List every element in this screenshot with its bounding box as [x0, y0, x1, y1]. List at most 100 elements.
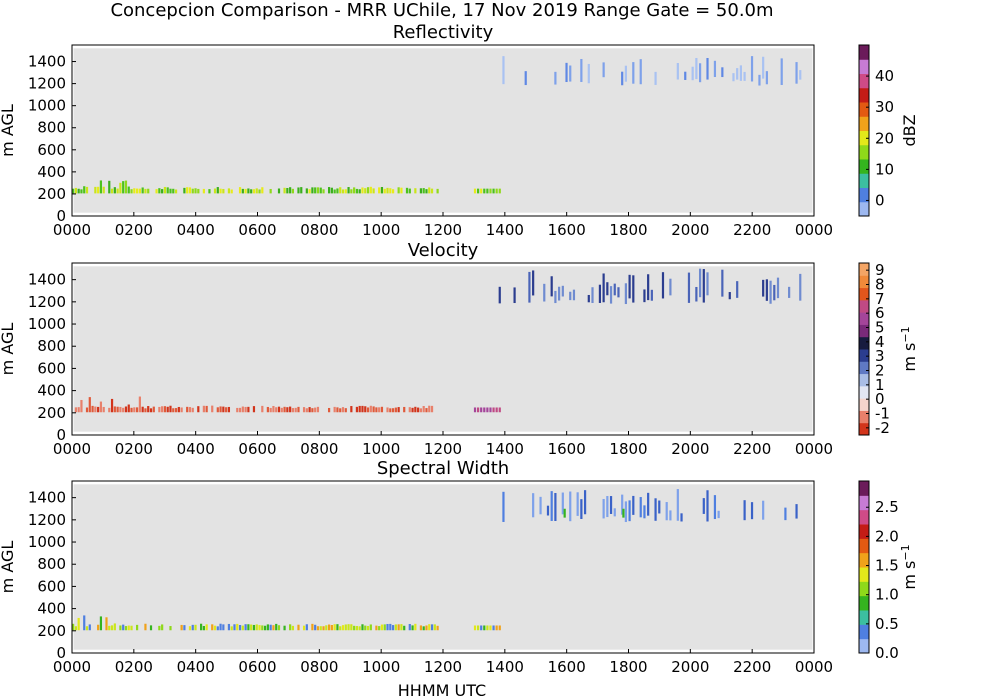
echo-low	[350, 624, 353, 631]
echo-upper	[698, 63, 702, 83]
echo-low	[419, 625, 423, 631]
echo-upper	[669, 278, 672, 296]
echo-upper	[691, 66, 694, 81]
x-tick-label: 1600	[548, 221, 586, 239]
colorbar-segment	[859, 201, 869, 217]
echo-upper	[569, 291, 572, 301]
echo-low	[144, 623, 147, 631]
echo-low	[266, 406, 269, 413]
echo-low	[211, 405, 214, 413]
echo-low	[397, 624, 400, 631]
echo-low	[244, 624, 247, 631]
echo-low	[389, 408, 392, 413]
colorbar-label-superscript: −1	[899, 544, 912, 560]
colorbar-segment	[859, 144, 869, 160]
echo-low	[202, 625, 205, 631]
echo-low	[144, 408, 147, 413]
echo-upper	[628, 500, 631, 522]
echo-upper	[502, 56, 505, 85]
echo-low	[225, 407, 228, 413]
echo-low	[436, 188, 439, 194]
echo-low	[102, 406, 105, 413]
echo-upper	[613, 508, 616, 517]
echo-low	[422, 626, 425, 631]
echo-low	[113, 623, 116, 631]
echo-low	[133, 188, 136, 194]
echo-upper	[513, 287, 516, 304]
x-tick-label: 1000	[362, 221, 400, 239]
echo-low	[425, 408, 428, 413]
colorbar-segment	[859, 116, 869, 131]
colorbar-tick-label: -2	[875, 419, 890, 437]
echo-low	[330, 625, 333, 631]
echo-low-late	[492, 625, 495, 631]
echo-low	[236, 407, 239, 413]
echo-upper	[561, 285, 564, 297]
echo-upper	[773, 284, 776, 301]
echo-low	[383, 188, 386, 194]
echo-low	[422, 405, 425, 413]
echo-upper	[528, 271, 531, 303]
y-tick-label: 1400	[28, 53, 66, 71]
echo-low	[233, 624, 236, 631]
echo-low	[311, 187, 314, 194]
echo-upper	[639, 497, 642, 518]
echo-upper	[762, 56, 765, 79]
colorbar-tick-label: 4	[875, 333, 885, 351]
y-tick-label: 600	[37, 141, 66, 159]
echo-upper	[684, 71, 687, 80]
echo-upper	[799, 70, 802, 80]
x-tick-label: 1600	[548, 440, 586, 458]
echo-low	[372, 406, 375, 413]
echo-upper	[721, 67, 724, 78]
echo-upper	[687, 272, 691, 303]
colorbar-tick-label: 2	[875, 362, 885, 380]
echo-low	[191, 407, 194, 413]
echo-low	[378, 407, 381, 413]
echo-low-late	[483, 625, 486, 631]
echo-low	[266, 624, 269, 631]
echo-upper	[658, 500, 661, 514]
echo-low	[386, 407, 389, 413]
echo-upper	[776, 277, 780, 299]
echo-low	[277, 625, 281, 631]
echo-low	[286, 187, 289, 194]
echo-low	[372, 188, 375, 194]
echo-upper	[676, 489, 679, 521]
colorbar-tick-label: 20	[875, 129, 894, 147]
colorbar-segment	[859, 495, 869, 511]
echo-low	[219, 406, 222, 413]
echo-upper	[654, 498, 657, 521]
echo-low	[358, 405, 361, 413]
echo-low	[130, 625, 133, 631]
echo-low	[188, 187, 192, 194]
y-tick-label: 600	[37, 359, 66, 377]
echo-low	[430, 405, 434, 413]
echo-low-late	[486, 625, 489, 631]
echo-low	[219, 623, 222, 631]
echo-low	[72, 188, 75, 194]
echo-low	[155, 189, 158, 194]
x-tick-label: 0600	[238, 658, 276, 676]
x-tick-label: 0000	[795, 658, 833, 676]
colorbar-segment	[859, 481, 869, 496]
echo-low	[188, 407, 192, 413]
echo-low	[408, 623, 411, 631]
echo-low	[366, 407, 370, 413]
echo-low	[247, 624, 250, 631]
x-tick-label: 2200	[733, 658, 771, 676]
echo-low	[197, 188, 200, 194]
echo-low	[280, 407, 283, 413]
echo-upper	[609, 286, 613, 304]
echo-low	[333, 624, 336, 631]
echo-upper	[606, 282, 609, 296]
colorbar-tick-label: 1.0	[875, 586, 899, 604]
echo-low	[414, 406, 417, 413]
echo-low-late	[473, 188, 477, 194]
echo-low	[369, 405, 372, 413]
figure-title: Concepcion Comparison - MRR UChile, 17 N…	[110, 0, 773, 21]
echo-low	[219, 188, 222, 194]
x-tick-label: 0600	[238, 221, 276, 239]
echo-low	[366, 625, 370, 631]
echo-low	[361, 624, 364, 631]
